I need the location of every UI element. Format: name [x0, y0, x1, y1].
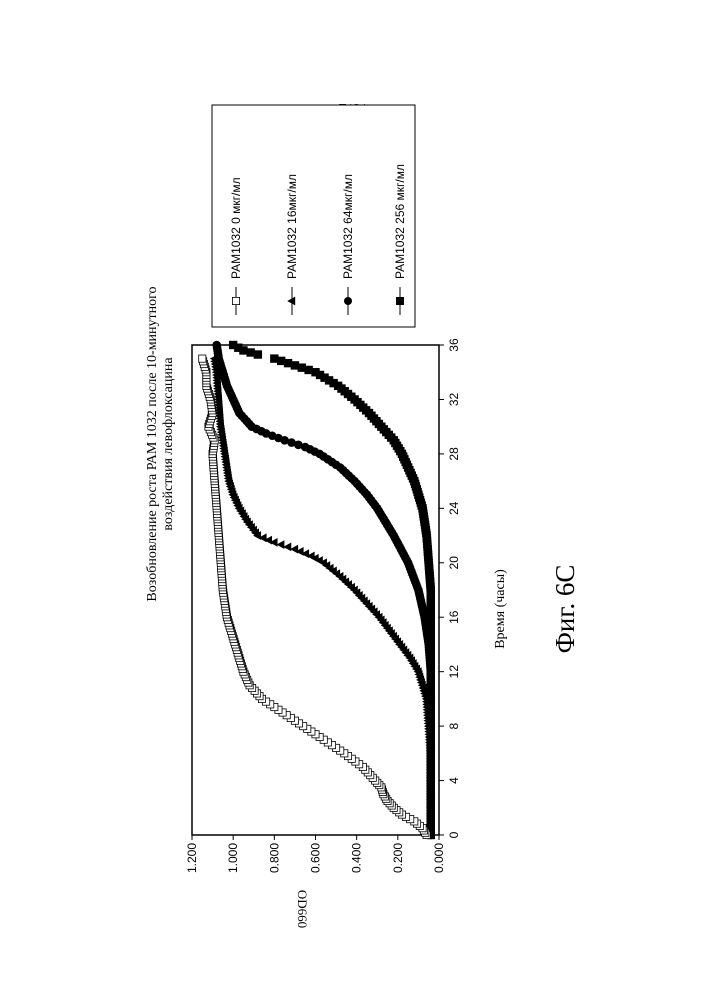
data-point — [270, 354, 278, 362]
x-tick-label: 32 — [447, 392, 461, 406]
x-tick-label: 20 — [447, 556, 461, 570]
legend-marker — [344, 297, 352, 305]
legend-label: PAM1032 256 мкг/мл — [393, 164, 407, 279]
data-point — [246, 348, 254, 356]
legend-label: PAM1032 16мкг/мл — [285, 174, 299, 279]
data-point — [229, 341, 237, 349]
x-axis-label: Время (часы) — [493, 569, 508, 649]
x-tick-label: 28 — [447, 447, 461, 461]
x-tick-label: 36 — [447, 338, 461, 352]
data-point — [212, 341, 221, 350]
y-tick-label: 0.800 — [267, 843, 281, 873]
y-axis-label: OD660 — [295, 890, 310, 928]
x-tick-label: 12 — [447, 665, 461, 679]
y-tick-label: 0.400 — [350, 843, 364, 873]
chart-rotated-group: Возобновление роста РАМ 1032 после 10-ми… — [145, 105, 580, 928]
x-tick-label: 16 — [447, 610, 461, 624]
legend-marker — [396, 297, 404, 305]
y-tick-label: 1.200 — [185, 843, 199, 873]
x-tick-label: 24 — [447, 501, 461, 515]
data-point — [254, 350, 262, 358]
x-tick-label: 0 — [447, 831, 461, 838]
legend-label: PAM1032 64мкг/мл — [341, 174, 355, 279]
y-tick-label: 1.000 — [226, 843, 240, 873]
figure-caption: Фиг. 6С — [550, 565, 580, 654]
x-tick-label: 4 — [447, 777, 461, 784]
y-tick-label: 0.000 — [432, 843, 446, 873]
y-axis-ticks: 0.000 0.200 0.400 0.600 0.800 1.000 1.200 — [185, 835, 446, 873]
x-axis-ticks: 0 4 8 12 16 20 24 28 32 36 — [439, 338, 461, 838]
x-tick-label: 8 — [447, 722, 461, 729]
legend-label: PAM1032 0 мкг/мл — [229, 177, 243, 279]
y-tick-label: 0.200 — [391, 843, 405, 873]
chart-title-line-2: воздействия левофлоксацина — [161, 357, 176, 531]
chart-title-line-1: Возобновление роста РАМ 1032 после 10-ми… — [145, 286, 160, 601]
y-tick-label: 0.600 — [309, 843, 323, 873]
legend-marker — [232, 297, 239, 304]
data-point — [199, 355, 206, 362]
plot-area — [192, 345, 439, 835]
